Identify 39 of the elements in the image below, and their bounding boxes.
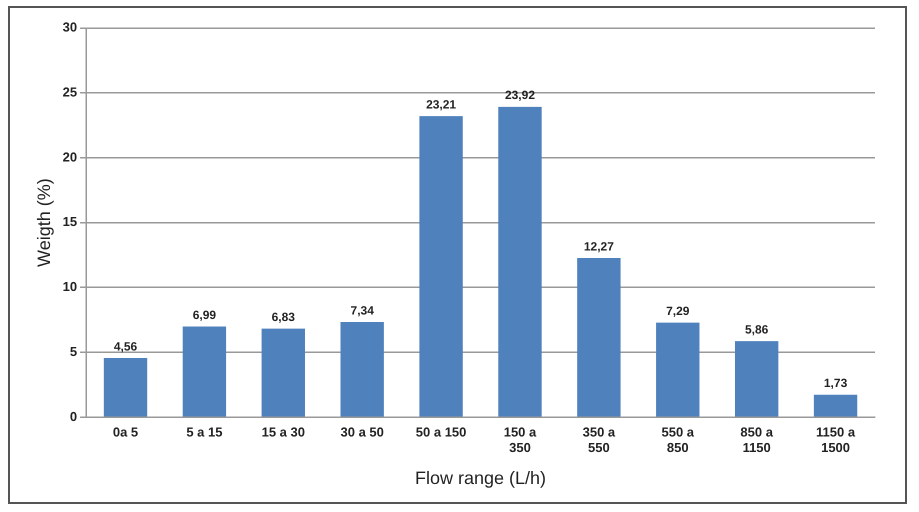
bar — [419, 116, 463, 416]
data-label: 23,21 — [426, 97, 456, 112]
data-label: 23,92 — [504, 88, 536, 102]
y-tick-label: 5 — [70, 344, 78, 359]
bar — [104, 358, 148, 416]
bar — [182, 326, 226, 416]
bar — [656, 322, 700, 416]
bar — [814, 394, 858, 416]
y-axis-title: Weigth (%) — [34, 178, 54, 267]
bar — [262, 328, 305, 416]
x-tick-label: 350 a 550 — [582, 424, 616, 456]
data-label: 6,99 — [192, 308, 216, 322]
y-tick-label: 15 — [62, 214, 78, 230]
data-label: 7,34 — [350, 303, 374, 318]
x-tick-label: 15 a 30 — [262, 424, 305, 440]
y-tick-label: 10 — [62, 279, 78, 294]
x-tick-label: 550 a 850 — [661, 424, 695, 456]
x-tick-label: 5 a 15 — [186, 424, 222, 440]
x-tick-label: 850 a 1150 — [740, 424, 774, 456]
x-axis-title: Flow range (L/h) — [415, 468, 546, 488]
data-label: 5,86 — [744, 322, 769, 336]
data-label: 7,29 — [666, 304, 690, 318]
x-tick-label: 50 a 150 — [416, 424, 466, 440]
x-tick-label: 150 a 350 — [504, 424, 538, 456]
data-label: 12,27 — [584, 239, 614, 254]
x-tick-label: 30 a 50 — [340, 424, 384, 440]
bar — [734, 341, 778, 416]
y-tick-label: 30 — [62, 20, 78, 35]
y-tick-label: 25 — [62, 84, 78, 100]
bar — [498, 106, 542, 416]
data-label: 4,56 — [114, 339, 138, 354]
bar — [340, 322, 384, 416]
data-label: 6,83 — [272, 310, 296, 324]
data-label: 1,73 — [824, 376, 848, 390]
x-tick-label: 0a 5 — [112, 424, 138, 440]
bar — [577, 258, 621, 416]
y-tick-label: 0 — [70, 408, 78, 424]
y-tick-label: 20 — [62, 149, 78, 164]
x-tick-label: 1150 a 1500 — [816, 424, 856, 456]
